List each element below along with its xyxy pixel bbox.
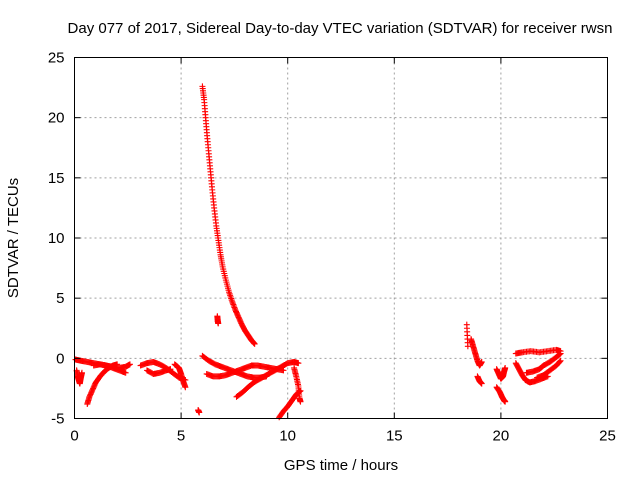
chart-title: Day 077 of 2017, Sidereal Day-to-day VTE… [68,20,613,37]
y-tick-label: 20 [48,110,65,127]
x-tick-label: 25 [599,428,616,445]
x-tick-label: 15 [386,428,403,445]
x-tick-label: 10 [279,428,296,445]
y-tick-label: 15 [48,170,65,187]
x-tick-label: 0 [70,428,78,445]
y-tick-label: 25 [48,50,65,67]
chart: Day 077 of 2017, Sidereal Day-to-day VTE… [0,0,640,480]
x-tick-label: 20 [493,428,510,445]
chart-background [0,0,640,480]
y-tick-label: 0 [56,350,64,367]
y-axis-label: SDTVAR / TECUs [5,178,22,298]
y-tick-label: -5 [51,411,64,428]
x-axis-label: GPS time / hours [284,457,398,474]
x-tick-label: 5 [177,428,185,445]
y-tick-label: 10 [48,230,65,247]
y-tick-label: 5 [56,290,64,307]
